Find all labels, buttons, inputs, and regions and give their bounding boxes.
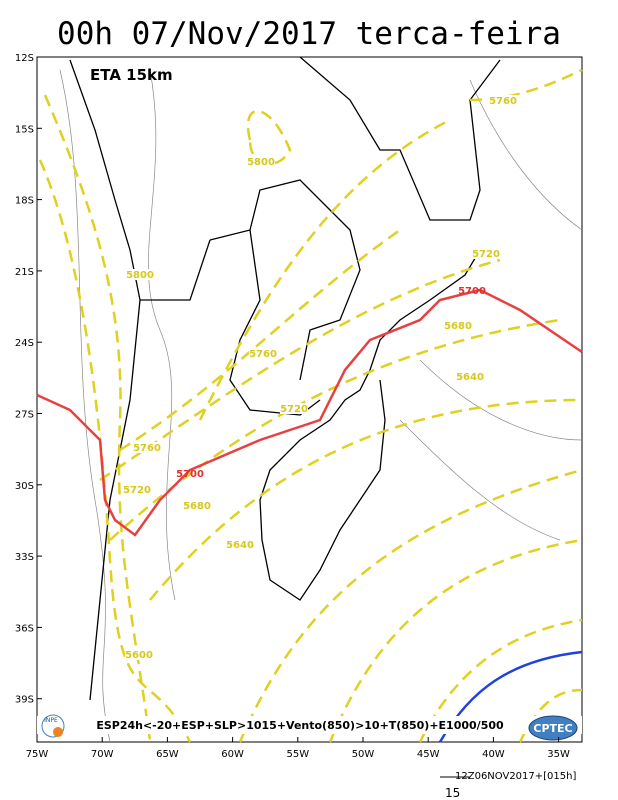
legend-bg — [37, 716, 582, 734]
lat-label: 30S — [15, 481, 34, 492]
lon-label: 55W — [286, 749, 309, 760]
cptec-text: CPTEC — [533, 722, 572, 735]
inpe-dot — [53, 727, 63, 737]
pressure-contours — [59, 69, 583, 743]
contour-label-bg — [125, 649, 153, 660]
lat-label: 39S — [15, 695, 34, 706]
contour-label-bg — [472, 248, 500, 259]
yellow-contour-label: 5600 — [125, 650, 153, 661]
lat-label: 21S — [15, 267, 34, 278]
yellow-contour-label: 5760 — [249, 349, 277, 360]
contour-label-bg — [456, 371, 484, 382]
vector-scale-label: 15 — [445, 786, 460, 800]
red-contour-label: 5700 — [458, 286, 486, 297]
contour-label-bg — [123, 484, 151, 495]
inpe-text: INPE — [44, 717, 58, 724]
legend: ESP24h<-20+ESP+SLP>1015+Vento(850)>10+T(… — [96, 719, 504, 732]
contour-label-bg — [183, 500, 211, 511]
yellow-contour-label: 5760 — [489, 96, 517, 107]
yellow-contour-label: 5760 — [133, 443, 161, 454]
contour-label-bg — [133, 442, 161, 453]
lon-label: 65W — [156, 749, 179, 760]
geopotential-contours — [38, 68, 583, 743]
run-label: 12Z06NOV2017+[015h] — [455, 771, 576, 782]
yellow-contour-label: 5680 — [444, 321, 472, 332]
lat-label: 12S — [15, 53, 34, 64]
lon-label: 35W — [547, 749, 570, 760]
lon-label: 60W — [221, 749, 244, 760]
red-contour-label: 5700 — [176, 469, 204, 480]
yellow-contour-label: 5720 — [123, 485, 151, 496]
lat-label: 24S — [15, 338, 34, 349]
lat-label: 33S — [15, 552, 34, 563]
contour-label-bg — [489, 95, 517, 106]
yellow-contour-label: 5640 — [456, 372, 484, 383]
lat-label: 36S — [15, 623, 34, 634]
model-label: ETA 15km — [90, 66, 173, 84]
lon-label: 45W — [417, 749, 440, 760]
lat-label: 18S — [15, 196, 34, 207]
map-frame — [36, 56, 583, 743]
contour-label-bg — [226, 539, 254, 550]
contour-label-bg — [126, 269, 154, 280]
lon-label: 40W — [482, 749, 505, 760]
contour-label-bg — [444, 320, 472, 331]
contour-label-bg — [280, 403, 308, 414]
borders — [69, 56, 501, 701]
title: 00h 07/Nov/2017 terca-feira — [57, 16, 561, 52]
red-contour — [36, 288, 583, 537]
contour-label-bg — [247, 156, 275, 167]
contour-label-bg — [249, 348, 277, 359]
yellow-contour-label: 5720 — [472, 249, 500, 260]
yellow-contour-label: 5680 — [183, 501, 211, 512]
lat-label: 15S — [15, 124, 34, 135]
lon-label: 70W — [91, 749, 114, 760]
lon-label: 50W — [352, 749, 375, 760]
cptec-logo — [528, 715, 578, 741]
yellow-contour-label: 5800 — [247, 157, 275, 168]
yellow-contour-label: 5640 — [226, 540, 254, 551]
yellow-contour-label: 5800 — [126, 270, 154, 281]
lon-label: 75W — [26, 749, 49, 760]
lat-label: 27S — [15, 410, 34, 421]
yellow-contour-label: 5720 — [280, 404, 308, 415]
